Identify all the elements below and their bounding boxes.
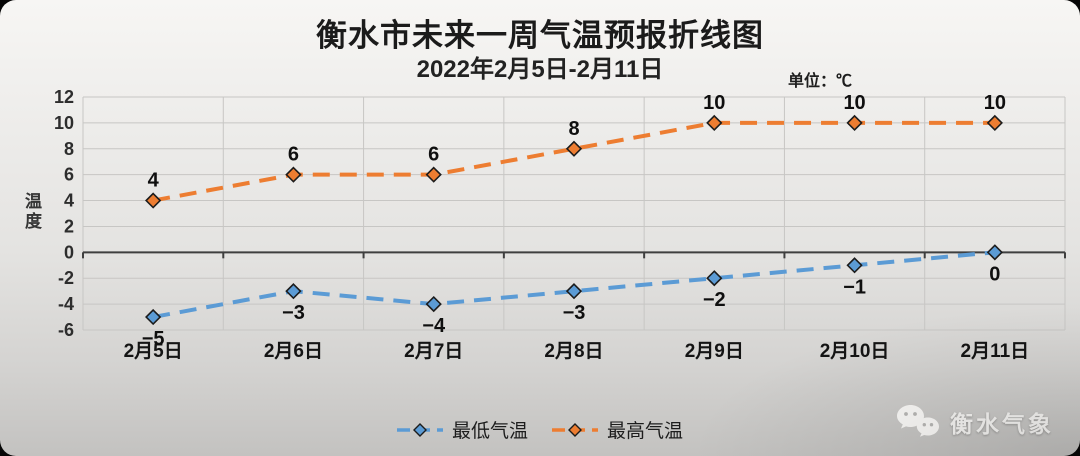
x-category-label: 2月8日 [544,341,603,362]
diamond-marker [986,244,1003,261]
y-tick-label: 4 [64,191,74,211]
data-label: 10 [843,92,865,114]
x-category-label: 2月5日 [124,341,183,362]
data-label: −1 [843,276,866,298]
branding-name: 衡水气象 [950,411,1054,437]
diamond-marker [145,308,162,326]
x-category-label: 2月7日 [404,341,463,362]
x-category-label: 2月6日 [264,341,323,362]
diamond-marker [706,270,723,287]
y-tick-label: -4 [58,294,74,314]
data-label: −5 [142,328,165,350]
data-label: −3 [282,302,305,324]
y-tick-label: -6 [58,320,74,340]
diamond-marker [565,283,583,300]
y-tick-label: 2 [64,216,74,236]
data-label: −2 [703,289,726,311]
legend-marker [396,422,443,437]
legend-label: 最低气温 [451,421,528,442]
chart-legend: 最低气温 最高气温 [0,416,1080,443]
data-label: −3 [563,302,586,324]
data-label: 10 [703,92,725,114]
diamond-marker [285,283,302,300]
data-label: 0 [989,263,1000,285]
diamond-marker [425,166,442,183]
y-tick-label: 10 [54,113,74,133]
diamond-marker [145,192,162,209]
x-category-label: 2月9日 [685,341,744,362]
y-tick-label: -2 [58,268,74,288]
data-label: 6 [428,144,439,166]
wechat-icon [897,405,939,437]
branding: 衡水气象 [896,404,1054,440]
diamond-marker [285,166,302,183]
diamond-marker [846,114,863,132]
data-label: 10 [984,92,1006,114]
x-category-label: 2月10日 [820,341,890,362]
diamond-marker [846,257,863,274]
chart-title: 衡水市未来一周气温预报折线图 [316,18,764,53]
diamond-marker [425,295,442,313]
data-label: 8 [568,118,579,140]
y-tick-label: 0 [64,242,74,262]
legend-item-最高气温: 最高气温 [552,416,683,443]
unit-label: 单位：℃ [788,73,853,90]
data-label: 4 [148,170,160,192]
diamond-marker [706,114,723,132]
data-label: 6 [288,144,299,166]
legend-label: 最高气温 [607,421,684,442]
legend-marker [552,422,598,437]
y-tick-label: 12 [54,87,74,107]
y-tick-label: 6 [64,165,74,185]
chart-subtitle: 2022年2月5日-2月11日 [416,56,664,83]
legend-item-最低气温: 最低气温 [396,416,528,443]
y-axis-title: 温度 [22,192,41,232]
y-tick-label: 8 [64,139,74,159]
diamond-marker [565,140,583,157]
x-category-label: 2月11日 [961,341,1030,362]
diamond-marker [986,114,1003,132]
data-label: −4 [422,315,446,337]
